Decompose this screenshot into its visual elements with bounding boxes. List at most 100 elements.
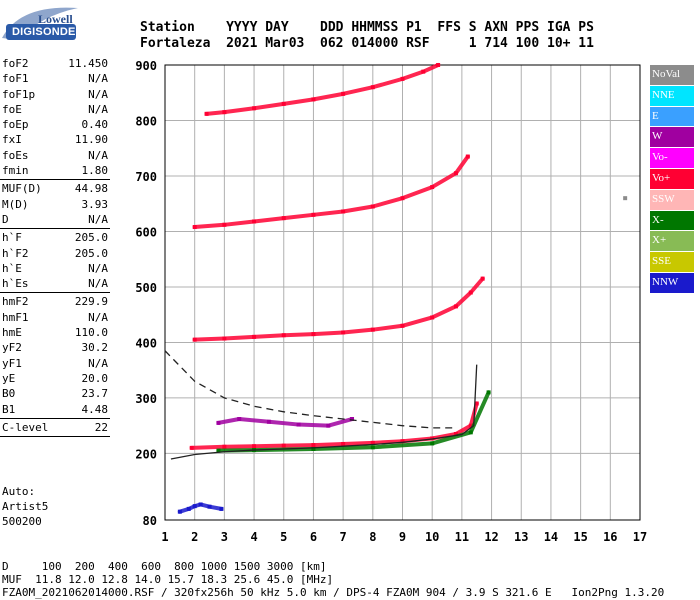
param-label: M(D) bbox=[2, 197, 29, 211]
param-value: N/A bbox=[88, 261, 108, 275]
echo-point bbox=[252, 444, 257, 449]
x-tick-label: 12 bbox=[484, 530, 498, 544]
x-tick-label: 8 bbox=[369, 530, 376, 544]
param-row: h`Es N/A bbox=[0, 276, 110, 291]
param-label: foF1p bbox=[2, 87, 36, 101]
param-row: foF1p N/A bbox=[0, 87, 110, 102]
echo-point bbox=[453, 431, 458, 436]
param-row: B0 23.7 bbox=[0, 386, 110, 401]
echo-point bbox=[237, 417, 242, 422]
param-row: h`E N/A bbox=[0, 261, 110, 276]
echo-point bbox=[216, 448, 221, 453]
y-tick-label: 200 bbox=[135, 447, 157, 461]
param-value: 20.0 bbox=[81, 371, 109, 385]
x-tick-label: 9 bbox=[399, 530, 406, 544]
param-row: hmF2 229.9 bbox=[0, 294, 110, 309]
echo-point bbox=[189, 445, 194, 450]
param-value: 23.7 bbox=[81, 387, 109, 401]
echo-point bbox=[296, 422, 301, 427]
x-tick-label: 16 bbox=[603, 530, 617, 544]
param-row: yF2 30.2 bbox=[0, 340, 110, 355]
echo-point bbox=[400, 439, 405, 444]
legend-item: NNW bbox=[650, 272, 694, 293]
param-value: 11.90 bbox=[74, 133, 108, 147]
echo-trace bbox=[189, 401, 479, 450]
param-value: 22 bbox=[94, 420, 108, 434]
legend-item: NNE bbox=[650, 85, 694, 106]
param-label: yF1 bbox=[2, 356, 22, 370]
echo-point bbox=[400, 196, 405, 201]
echo-point bbox=[468, 430, 473, 435]
panel-separator bbox=[0, 228, 110, 230]
echo-point bbox=[186, 506, 191, 511]
param-value: 1.80 bbox=[81, 164, 109, 178]
param-row: hmE 110.0 bbox=[0, 325, 110, 340]
param-value: 205.0 bbox=[74, 231, 108, 245]
param-row: C-level 22 bbox=[0, 420, 110, 435]
echo-point bbox=[400, 323, 405, 328]
param-label: hmF2 bbox=[2, 295, 29, 309]
param-row: D N/A bbox=[0, 212, 110, 227]
echo-point bbox=[486, 390, 491, 395]
param-row: h`F 205.0 bbox=[0, 230, 110, 245]
x-tick-label: 1 bbox=[161, 530, 168, 544]
echo-point bbox=[341, 330, 346, 335]
param-label: B1 bbox=[2, 402, 16, 416]
echo-point bbox=[468, 290, 473, 295]
legend-item: Vo+ bbox=[650, 168, 694, 189]
plot-frame bbox=[164, 64, 641, 521]
panel-separator bbox=[0, 292, 110, 294]
echo-point bbox=[252, 106, 257, 111]
param-value: 205.0 bbox=[74, 246, 108, 260]
echo-point bbox=[453, 171, 458, 176]
param-label: fmin bbox=[2, 164, 29, 178]
param-value: 4.48 bbox=[81, 402, 109, 416]
auto-label: Auto: bbox=[2, 485, 36, 498]
echo-point bbox=[341, 91, 346, 96]
x-tick-label: 13 bbox=[514, 530, 528, 544]
echo-point bbox=[281, 216, 286, 221]
echo-point bbox=[222, 110, 227, 115]
param-row: B1 4.48 bbox=[0, 402, 110, 417]
legend-item: X- bbox=[650, 210, 694, 231]
echo-point bbox=[341, 441, 346, 446]
echo-point bbox=[341, 209, 346, 214]
echo-point bbox=[266, 419, 271, 424]
x-tick-label: 3 bbox=[221, 530, 228, 544]
param-label: h`E bbox=[2, 261, 22, 275]
param-row: hmF1 N/A bbox=[0, 310, 110, 325]
footer-file-info: FZA0M_2021062014000.RSF / 320fx256h 50 k… bbox=[2, 586, 665, 599]
echo-point bbox=[474, 401, 479, 406]
logo-text-digisonde: DIGISONDE bbox=[12, 26, 76, 38]
x-tick-label: 14 bbox=[544, 530, 558, 544]
legend-item: SSW bbox=[650, 189, 694, 210]
y-tick-label: 80 bbox=[143, 514, 157, 528]
echo-point bbox=[219, 506, 224, 511]
echo-point bbox=[465, 154, 470, 159]
echo-point bbox=[311, 446, 316, 451]
echo-point bbox=[370, 445, 375, 450]
auto-program: Artist5 bbox=[2, 500, 49, 513]
param-value: N/A bbox=[88, 148, 108, 162]
echo-point bbox=[370, 327, 375, 332]
legend-item: X+ bbox=[650, 231, 694, 252]
param-value: 110.0 bbox=[74, 326, 108, 340]
param-value: 30.2 bbox=[81, 341, 109, 355]
param-row: h`F2 205.0 bbox=[0, 246, 110, 261]
y-tick-label: 900 bbox=[135, 59, 157, 73]
echo-point bbox=[311, 97, 316, 102]
param-label: h`Es bbox=[2, 277, 29, 291]
param-label: foEp bbox=[2, 118, 29, 132]
echo-point bbox=[311, 443, 316, 448]
legend-item: W bbox=[650, 127, 694, 148]
param-value: N/A bbox=[88, 277, 108, 291]
param-row: fmin 1.80 bbox=[0, 163, 110, 178]
param-value: N/A bbox=[88, 310, 108, 324]
param-row: M(D) 3.93 bbox=[0, 197, 110, 212]
param-label: foE bbox=[2, 102, 22, 116]
echo-point bbox=[436, 63, 441, 67]
echo-point bbox=[370, 85, 375, 90]
x-tick-label: 6 bbox=[310, 530, 317, 544]
param-label: foEs bbox=[2, 148, 29, 162]
y-tick-label: 400 bbox=[135, 336, 157, 350]
